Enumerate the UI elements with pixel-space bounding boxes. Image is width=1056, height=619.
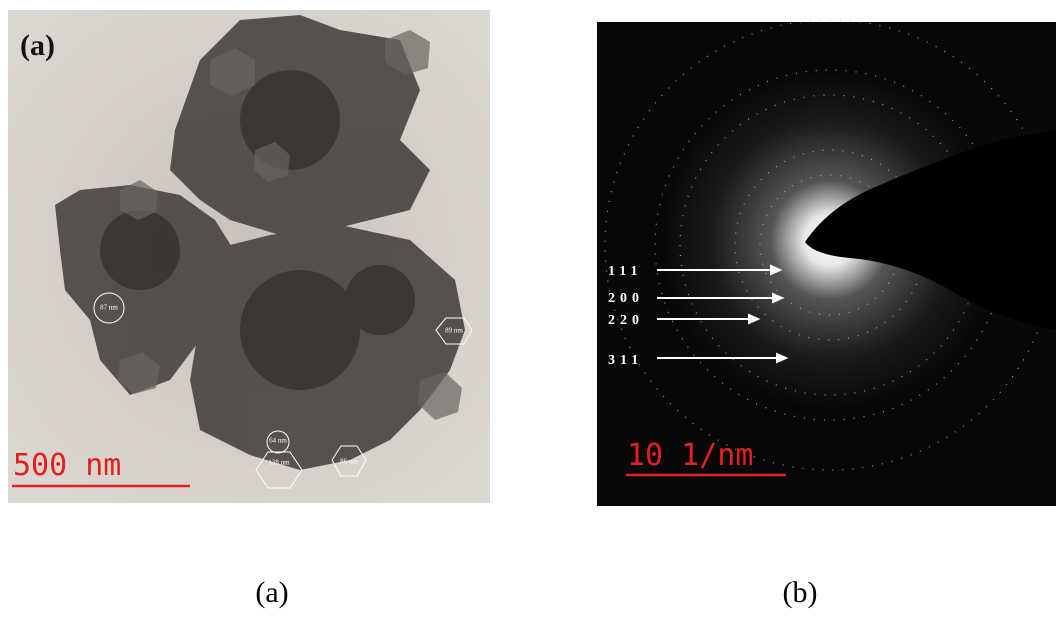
caption: (a) — [255, 576, 288, 609]
plane-label: 200 — [608, 291, 644, 306]
size-label: 138 nm — [268, 459, 290, 467]
panel-label: (a) — [20, 29, 55, 62]
size-label: 89 nm — [445, 327, 463, 335]
scale-bar-label: 10 1/nm — [627, 438, 753, 473]
tem-image: 87 nm 89 nm 64 nm 138 nm 86 nm (a) 500 n… — [8, 10, 490, 503]
size-label: 64 nm — [269, 437, 287, 445]
plane-label: 111 — [608, 264, 642, 279]
plane-label: 220 — [608, 313, 644, 328]
size-label: 87 nm — [100, 304, 118, 312]
scale-bar-label: 500 nm — [13, 448, 121, 483]
size-label: 86 nm — [340, 458, 358, 466]
figure: 87 nm 89 nm 64 nm 138 nm 86 nm (a) 500 n… — [0, 0, 1056, 619]
diffraction-image: 111 200 220 311 10 1/nm — [597, 20, 1056, 506]
caption: (b) — [783, 576, 818, 609]
plane-label: 311 — [608, 353, 643, 368]
